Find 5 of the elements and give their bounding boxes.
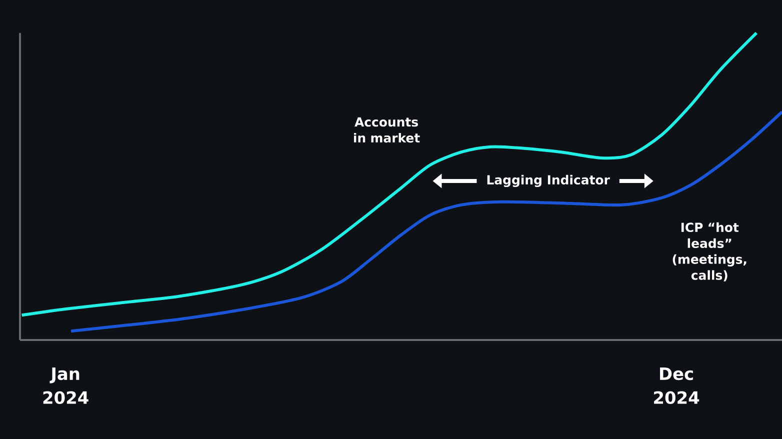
text: ICP “hot leads” (meetings, calls) bbox=[672, 222, 746, 282]
annotation: Lagging Indicator bbox=[487, 174, 610, 188]
x-tick-label: Jan 2024 bbox=[43, 368, 88, 404]
series-label: Accounts in market bbox=[354, 117, 420, 143]
x-tick-label: Dec 2024 bbox=[654, 368, 700, 404]
